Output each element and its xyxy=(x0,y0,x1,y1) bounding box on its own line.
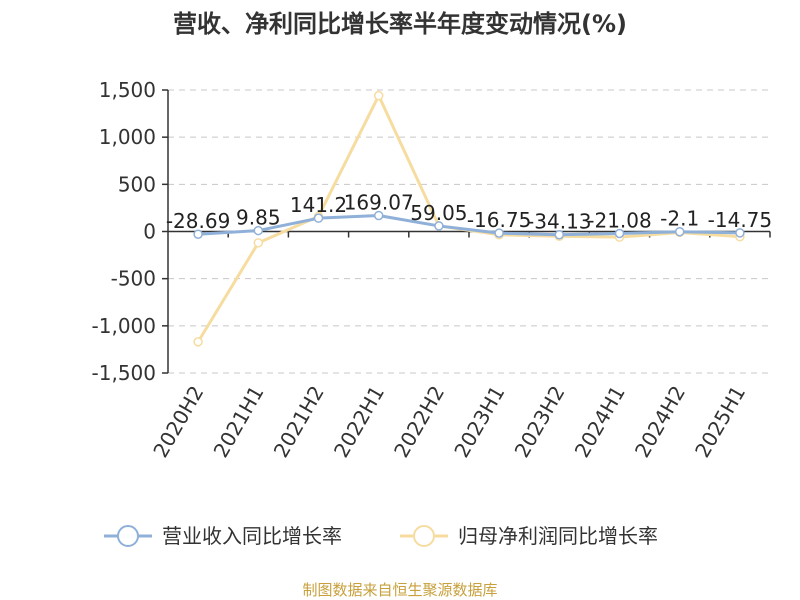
chart-title: 营收、净利同比增长率半年度变动情况(%) xyxy=(173,10,627,38)
revenue-point[interactable] xyxy=(373,210,384,221)
x-tick-label: 2022H2 xyxy=(389,382,449,462)
revenue-point[interactable] xyxy=(735,228,745,238)
revenue-data-label: -21.08 xyxy=(587,208,651,232)
net-profit-point[interactable] xyxy=(253,238,264,248)
revenue-point[interactable] xyxy=(313,213,324,223)
revenue-data-label: -14.75 xyxy=(708,208,772,232)
y-tick-label: 1,500 xyxy=(99,78,156,102)
x-tick-label: 2023H1 xyxy=(449,381,509,461)
y-tick-label: -1,500 xyxy=(92,361,156,385)
revenue-point[interactable] xyxy=(554,229,565,240)
legend-label: 营业收入同比增长率 xyxy=(162,524,342,548)
grid xyxy=(168,89,770,374)
x-tick-label: 2024H1 xyxy=(570,382,630,462)
y-tick-label: 500 xyxy=(118,172,156,196)
legend-revenue[interactable]: 营业收入同比增长率 xyxy=(104,524,342,548)
legend-label: 归母净利润同比增长率 xyxy=(458,524,658,548)
x-tick-label: 2021H2 xyxy=(269,382,329,462)
revenue-data-label: -16.75 xyxy=(467,208,531,232)
revenue-data-label: -2.1 xyxy=(660,207,699,231)
x-tick-label: 2023H2 xyxy=(510,382,570,462)
revenue-data-label: 141.2 xyxy=(290,193,347,217)
x-tick-label: 2020H2 xyxy=(148,382,208,462)
y-tick-label: 0 xyxy=(143,220,156,244)
legend-net-profit[interactable]: 归母净利润同比增长率 xyxy=(400,524,658,548)
revenue-growth-line xyxy=(198,214,740,237)
revenue-point[interactable] xyxy=(614,228,625,239)
source-note: 制图数据来自恒生聚源数据库 xyxy=(302,581,497,599)
x-tick-label: 2021H1 xyxy=(209,382,269,462)
x-tick-label: 2025H1 xyxy=(690,382,750,462)
net-profit-point[interactable] xyxy=(373,90,384,101)
net-profit-point[interactable] xyxy=(193,337,203,347)
revenue-point[interactable] xyxy=(434,221,444,231)
y-tick-label: -500 xyxy=(111,267,156,291)
revenue-point[interactable] xyxy=(193,229,203,239)
revenue-data-label: 59.05 xyxy=(410,201,467,225)
revenue-data-label: -34.13 xyxy=(527,210,591,234)
revenue-point[interactable] xyxy=(674,226,685,237)
x-tick-label: 2022H1 xyxy=(329,382,389,462)
revenue-data-label: -28.69 xyxy=(166,209,230,233)
y-tick-label: 1,000 xyxy=(99,125,156,149)
legend-marker xyxy=(117,525,139,547)
x-tick-label: 2024H2 xyxy=(630,382,690,462)
revenue-point[interactable] xyxy=(494,228,504,238)
legend[interactable]: 营业收入同比增长率 归母净利润同比增长率 xyxy=(104,524,658,548)
revenue-data-label: 9.85 xyxy=(236,206,281,230)
revenue-data-label: 169.07 xyxy=(344,191,414,215)
series-lines xyxy=(193,90,745,347)
legend-marker xyxy=(413,525,435,547)
revenue-point[interactable] xyxy=(253,225,264,236)
y-tick-label: -1,000 xyxy=(92,314,156,338)
